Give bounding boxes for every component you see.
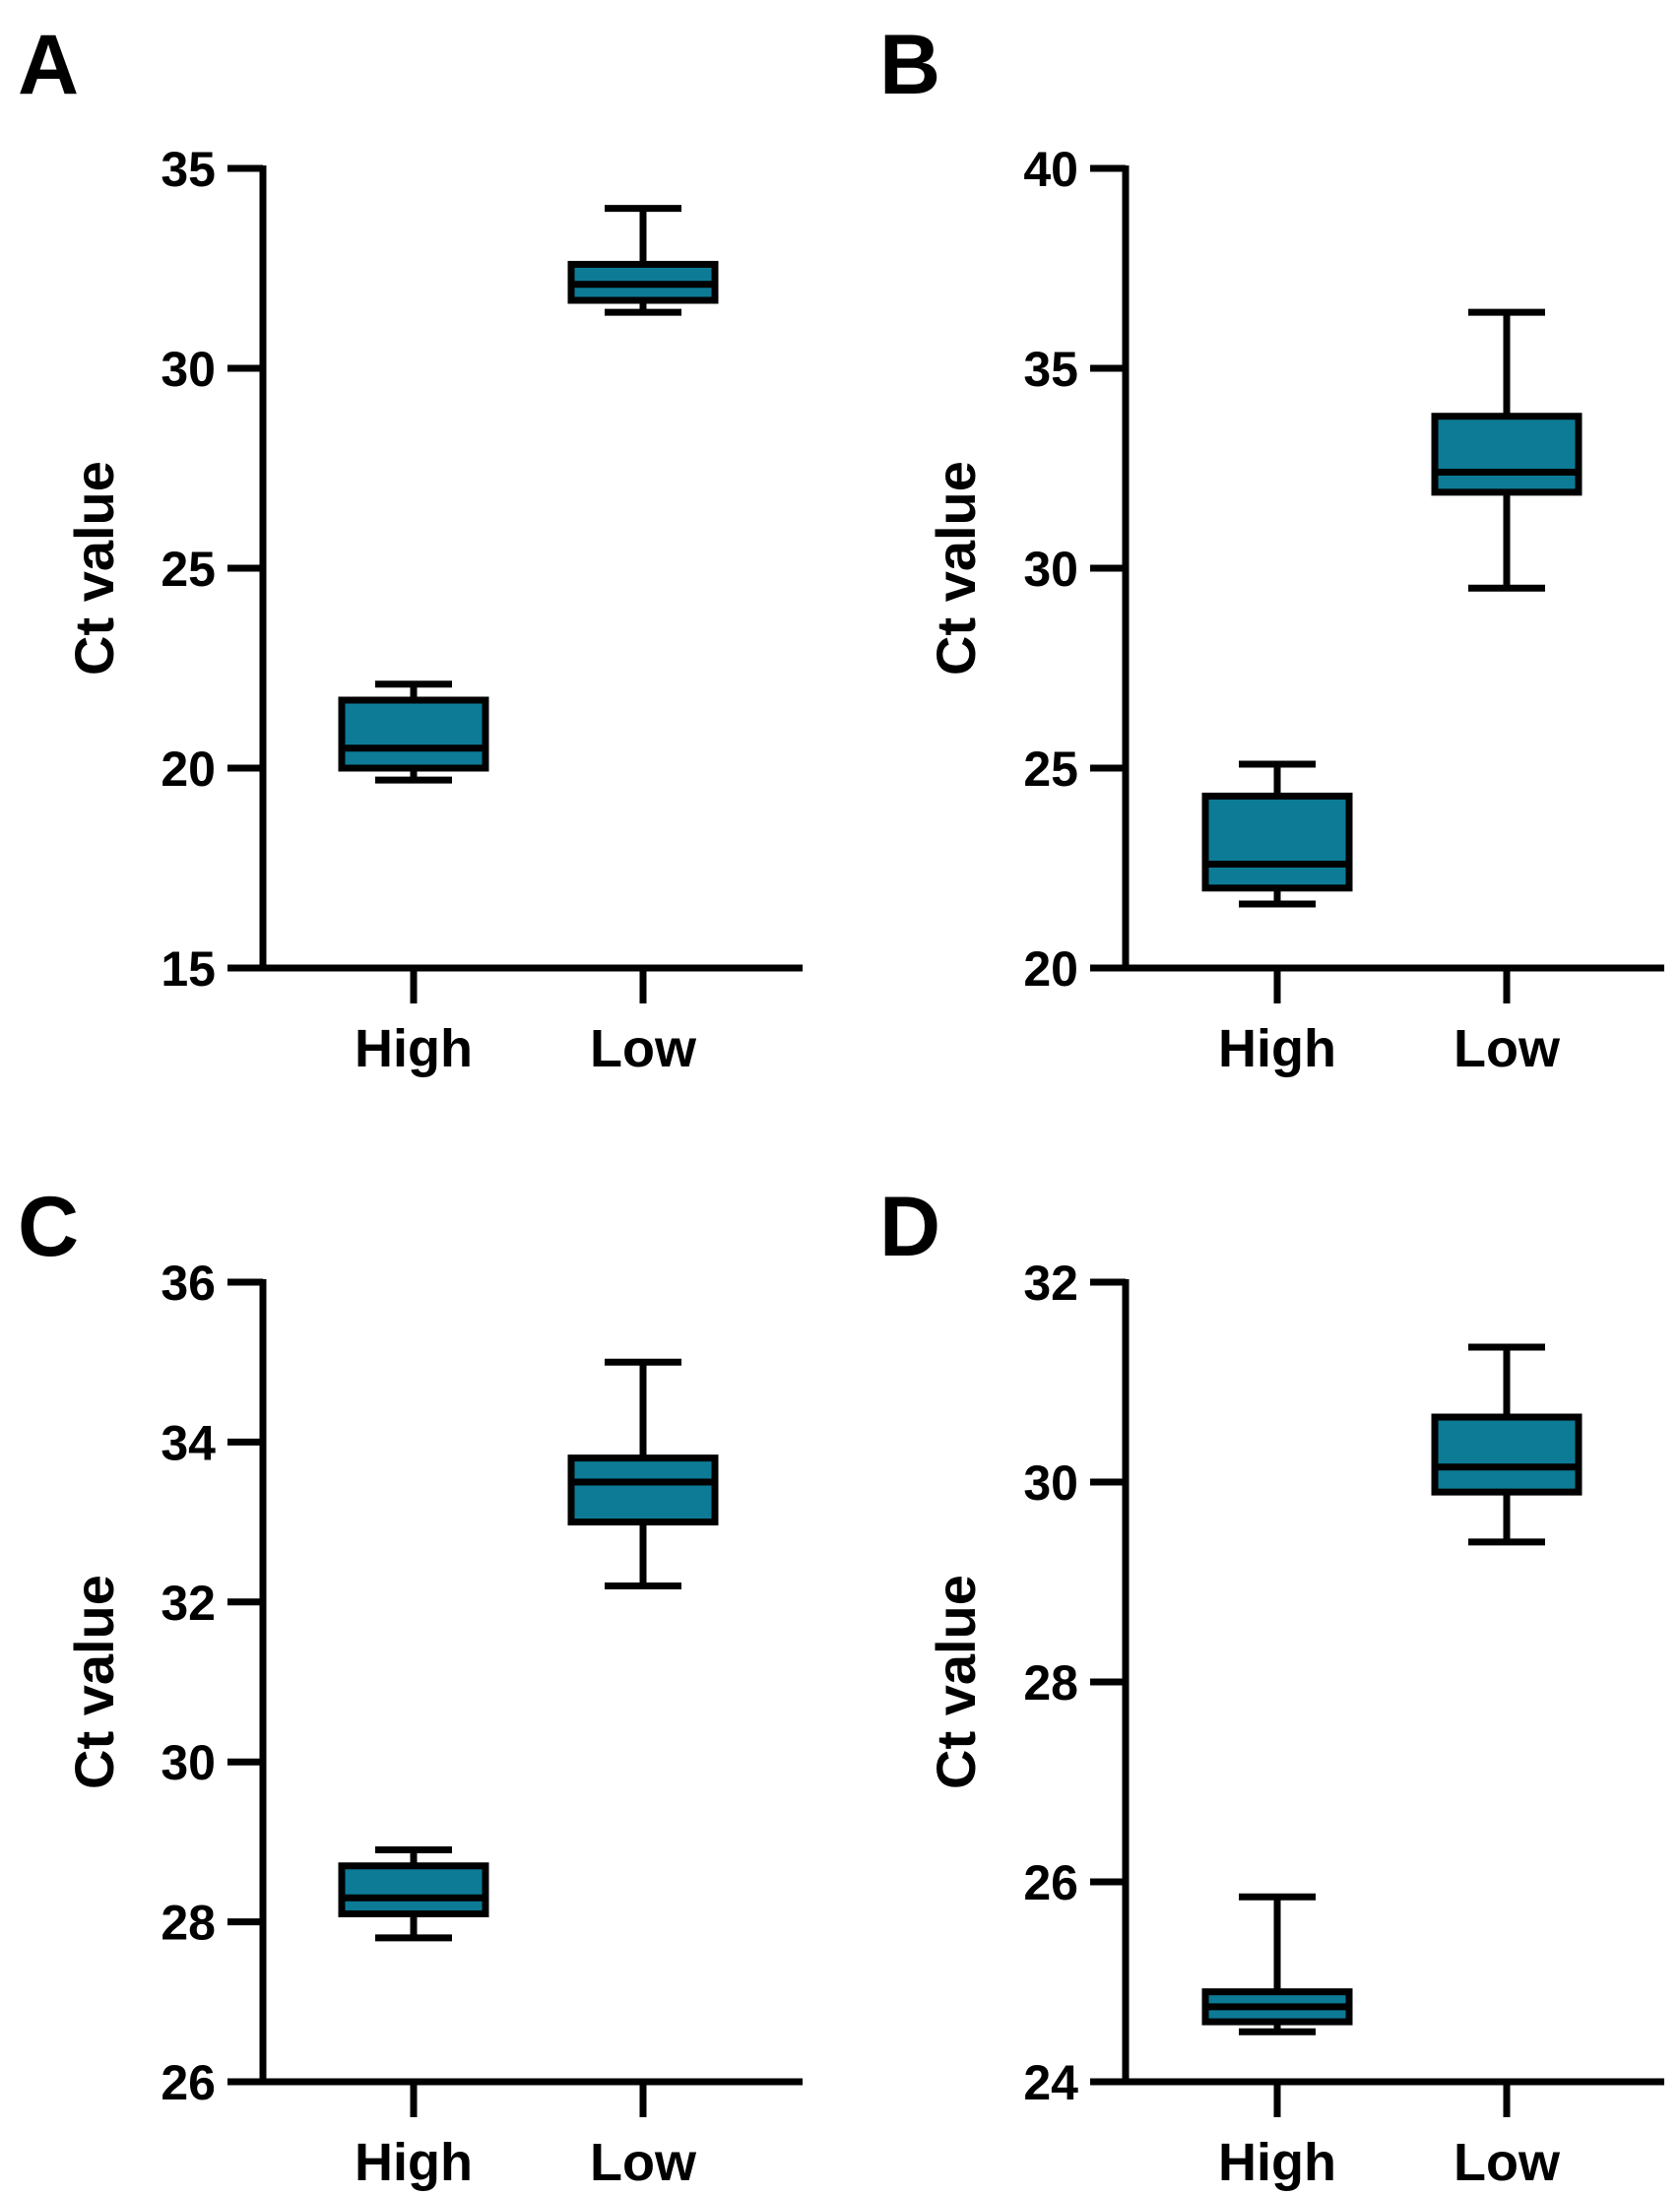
iqr-box [1431, 1413, 1583, 1496]
box-high [1201, 1893, 1353, 2035]
iqr-box [1201, 792, 1353, 892]
y-tick-label: 32 [1023, 1256, 1078, 1311]
y-tick-label: 35 [161, 142, 216, 197]
panel-letter: B [879, 18, 940, 112]
x-category-label: High [1218, 2133, 1336, 2192]
x-category-label: High [355, 2133, 473, 2192]
y-tick-label: 24 [1023, 2055, 1078, 2110]
y-tick-label: 20 [161, 742, 216, 797]
iqr-box [338, 696, 489, 772]
y-tick-label: 26 [161, 2055, 216, 2110]
x-category-label: High [355, 1019, 473, 1078]
x-category-label: Low [590, 2133, 697, 2192]
y-tick-label: 30 [1023, 542, 1078, 597]
x-category-label: Low [1454, 2133, 1561, 2192]
iqr-box [1431, 413, 1583, 496]
panel-letter: C [18, 1180, 79, 1274]
y-tick-label: 20 [1023, 941, 1078, 997]
y-tick-label: 30 [161, 342, 216, 397]
y-tick-label: 28 [1023, 1655, 1078, 1711]
box-high [338, 1846, 489, 1942]
y-tick-label: 32 [161, 1576, 216, 1631]
panel-letter: D [879, 1180, 940, 1274]
box-low [567, 205, 719, 316]
y-tick-label: 34 [161, 1415, 216, 1470]
panel-d: D Ct value 24 26 28 30 32 High Low [879, 1180, 1664, 2192]
box-low [1431, 308, 1583, 592]
y-tick-label: 30 [161, 1735, 216, 1790]
y-tick-label: 36 [161, 1256, 216, 1311]
y-axis-title: Ct value [63, 1575, 125, 1789]
panel-c: C Ct value 26 28 30 32 34 36 High Low [18, 1180, 803, 2192]
y-tick-label: 35 [1023, 342, 1078, 397]
panel-b: B Ct value 20 25 30 35 40 High Low [879, 18, 1664, 1078]
x-category-label: High [1218, 1019, 1336, 1078]
box-high [338, 680, 489, 784]
box-low [567, 1358, 719, 1590]
box-low [1431, 1343, 1583, 1546]
y-tick-label: 26 [1023, 1855, 1078, 1910]
x-category-label: Low [590, 1019, 697, 1078]
panel-letter: A [18, 18, 79, 112]
y-axis-title: Ct value [925, 1575, 987, 1789]
y-tick-label: 28 [161, 1896, 216, 1951]
y-axis-title: Ct value [63, 461, 125, 676]
y-tick-label: 40 [1023, 142, 1078, 197]
y-tick-label: 25 [161, 542, 216, 597]
iqr-box [338, 1862, 489, 1917]
y-tick-label: 25 [1023, 742, 1078, 797]
panel-a: A Ct value 15 20 25 30 35 High Low [18, 18, 803, 1078]
y-axis-title: Ct value [925, 461, 987, 676]
y-tick-label: 15 [161, 941, 216, 997]
y-tick-label: 30 [1023, 1455, 1078, 1511]
box-high [1201, 760, 1353, 908]
x-category-label: Low [1454, 1019, 1561, 1078]
iqr-box [567, 1454, 719, 1526]
